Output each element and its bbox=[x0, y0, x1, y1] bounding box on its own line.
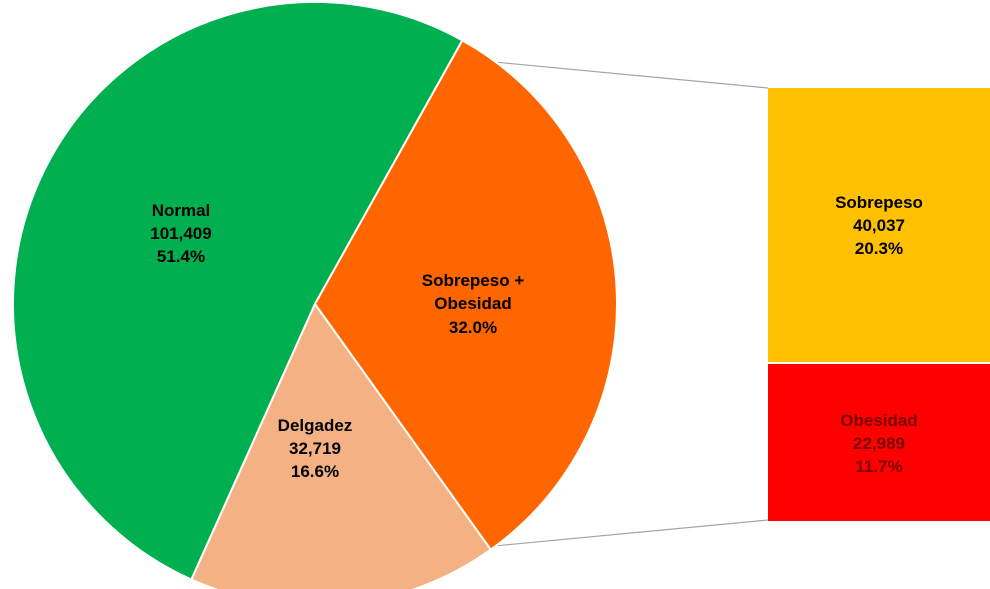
connector-line-top bbox=[472, 59, 769, 89]
label-obesidad-percent: 11.7% bbox=[855, 457, 902, 476]
label-obesidad-name: Obesidad bbox=[840, 411, 917, 430]
label-sobrepeso-percent: 20.3% bbox=[855, 239, 903, 258]
bar-segment-sobrepeso bbox=[768, 88, 990, 362]
label-delgadez-count: 32,719 bbox=[289, 439, 341, 458]
label-normal-count: 101,409 bbox=[150, 224, 211, 243]
pie-slice-sobrepeso-obesidad bbox=[313, 39, 618, 551]
label-obesidad-count: 22,989 bbox=[853, 434, 905, 453]
label-normal-name: Normal bbox=[152, 201, 211, 220]
connector-line-bottom bbox=[472, 519, 769, 549]
label-delgadez-percent: 16.6% bbox=[291, 462, 339, 481]
pie-slice-delgadez bbox=[190, 302, 493, 589]
pie-slice-normal bbox=[11, 1, 464, 581]
label-so-name-line2: Obesidad bbox=[434, 294, 511, 313]
label-so-percent: 32.0% bbox=[449, 318, 497, 337]
label-normal-percent: 51.4% bbox=[157, 247, 205, 266]
label-so-name-line1: Sobrepeso + bbox=[422, 271, 525, 290]
label-delgadez-name: Delgadez bbox=[278, 416, 353, 435]
label-sobrepeso-name: Sobrepeso bbox=[835, 193, 923, 212]
label-sobrepeso-count: 40,037 bbox=[853, 216, 905, 235]
bar-segment-obesidad bbox=[768, 364, 990, 521]
